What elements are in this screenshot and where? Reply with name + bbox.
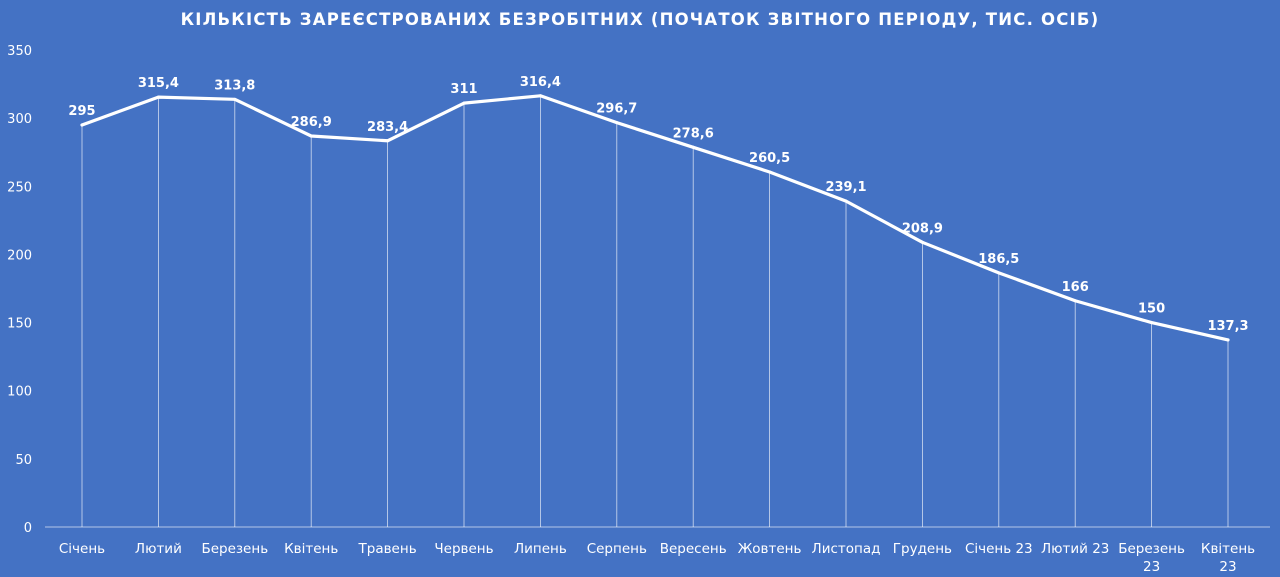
series-line xyxy=(80,94,1230,342)
data-label: 208,9 xyxy=(902,221,943,236)
data-point xyxy=(309,134,313,138)
x-tick-label: Березень xyxy=(1118,541,1185,557)
x-tick-label: Березень xyxy=(201,541,268,557)
data-point xyxy=(997,271,1001,275)
x-tick-label: Грудень xyxy=(893,541,952,557)
x-tick-label: Липень xyxy=(514,541,567,557)
data-point xyxy=(615,121,619,125)
y-tick-label: 100 xyxy=(7,385,32,400)
data-point xyxy=(1073,299,1077,303)
data-label: 311 xyxy=(450,82,477,97)
x-tick-label: Серпень xyxy=(587,541,647,557)
y-tick-label: 50 xyxy=(15,453,32,468)
x-tick-label: Лютий 23 xyxy=(1041,541,1109,557)
data-point xyxy=(462,101,466,105)
data-label: 166 xyxy=(1062,280,1089,295)
data-point xyxy=(691,145,695,149)
y-tick-label: 200 xyxy=(7,248,32,263)
data-label: 286,9 xyxy=(291,115,332,130)
x-tick-label: Січень 23 xyxy=(965,541,1033,557)
data-label: 296,7 xyxy=(596,102,637,117)
data-point xyxy=(1150,321,1154,325)
x-tick-label: Квітень xyxy=(284,541,338,557)
chart-title: КІЛЬКІСТЬ ЗАРЕЄСТРОВАНИХ БЕЗРОБІТНИХ (ПО… xyxy=(180,10,1100,29)
data-label: 186,5 xyxy=(978,252,1019,267)
data-label: 137,3 xyxy=(1207,319,1248,334)
x-tick-label: 23 xyxy=(1143,559,1160,575)
x-tick-label: Вересень xyxy=(660,541,727,557)
data-point xyxy=(233,97,237,101)
data-point xyxy=(768,170,772,174)
data-point xyxy=(80,123,84,127)
y-tick-label: 150 xyxy=(7,317,32,332)
data-label: 278,6 xyxy=(673,126,714,141)
data-point xyxy=(538,94,542,98)
y-tick-label: 250 xyxy=(7,180,32,195)
data-label: 295 xyxy=(68,104,95,119)
data-label: 316,4 xyxy=(520,75,561,90)
x-tick-label: Квітень xyxy=(1201,541,1255,557)
x-tick-label: Червень xyxy=(434,541,493,557)
data-label: 260,5 xyxy=(749,151,790,166)
data-point xyxy=(844,199,848,203)
data-label: 150 xyxy=(1138,302,1165,317)
data-point xyxy=(156,95,160,99)
x-tick-label: Листопад xyxy=(812,541,881,557)
data-label: 315,4 xyxy=(138,76,179,91)
data-point xyxy=(1226,338,1230,342)
x-tick-label: Травень xyxy=(358,541,417,557)
data-label: 239,1 xyxy=(825,180,866,195)
x-tick-label: Жовтень xyxy=(738,541,802,557)
y-tick-label: 300 xyxy=(7,112,32,127)
y-tick-label: 0 xyxy=(24,521,32,536)
data-point xyxy=(920,240,924,244)
x-tick-label: 23 xyxy=(1219,559,1236,575)
x-tick-label: Січень xyxy=(59,541,105,557)
data-point xyxy=(386,139,390,143)
data-label: 313,8 xyxy=(214,78,255,93)
y-tick-label: 350 xyxy=(7,44,32,59)
data-label: 283,4 xyxy=(367,120,408,135)
x-tick-label: Лютий xyxy=(135,541,182,557)
